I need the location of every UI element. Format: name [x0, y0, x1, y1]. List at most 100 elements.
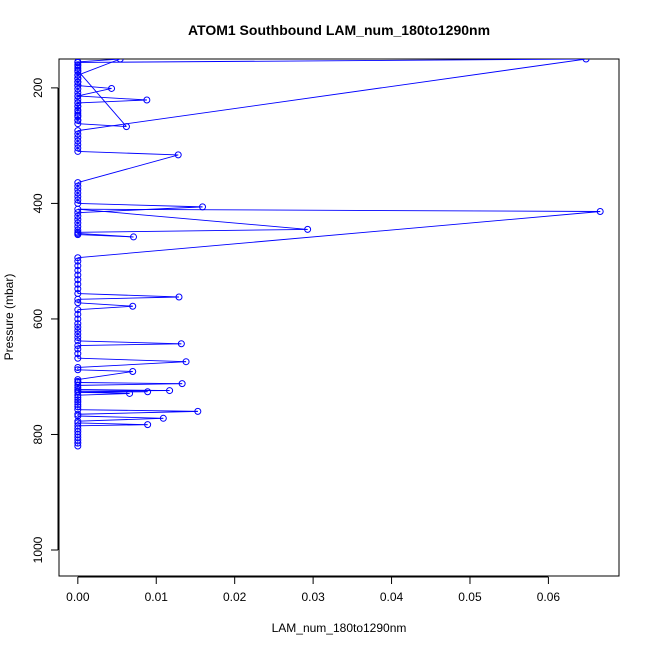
series-line-segment	[77, 417, 164, 422]
series-line-segment	[77, 154, 179, 184]
data-point	[74, 342, 82, 350]
data-point	[74, 85, 82, 93]
series-line-segment	[77, 371, 133, 381]
data-point	[74, 199, 82, 207]
data-point	[74, 82, 82, 90]
data-point	[74, 320, 82, 328]
data-point	[74, 345, 82, 353]
data-point	[74, 327, 82, 334]
data-point	[74, 363, 82, 371]
y-axis: 200 400 600 800 1000	[31, 78, 59, 563]
data-point	[74, 376, 82, 384]
data-point	[582, 59, 590, 63]
data-point	[108, 84, 116, 92]
series-line-segment	[77, 206, 203, 214]
series-line-segment	[77, 293, 180, 298]
series-line-segment	[77, 233, 134, 238]
data-point	[74, 337, 82, 345]
series-line-segment	[77, 302, 133, 307]
data-point	[144, 388, 152, 396]
data-point	[174, 151, 182, 159]
data-point	[74, 333, 82, 341]
series-line-segment	[77, 357, 187, 363]
data-point	[74, 254, 82, 262]
data-point	[74, 61, 82, 69]
series-line-segment	[77, 393, 130, 396]
x-axis-label: LAM_num_180to1290nm	[272, 621, 407, 635]
data-point	[130, 233, 138, 241]
series-line-segment	[77, 211, 601, 259]
data-point	[74, 75, 82, 83]
data-point	[116, 59, 124, 63]
series-line-segment	[77, 409, 198, 412]
series-line-segment	[77, 343, 182, 346]
y-tick-label: 600	[31, 309, 45, 329]
data-point	[74, 120, 82, 128]
data-point	[74, 137, 82, 145]
data-point	[74, 410, 82, 418]
y-tick-label: 800	[31, 424, 45, 444]
data-point	[74, 209, 82, 217]
data-point	[74, 140, 82, 148]
x-tick-label: 0.06	[537, 590, 561, 604]
series-line-segment	[77, 382, 183, 385]
y-tick-label: 1000	[31, 536, 45, 563]
data-point	[74, 99, 82, 107]
series-line-segment	[77, 95, 147, 101]
series-line-segment	[77, 369, 133, 372]
data-point	[74, 112, 82, 120]
data-point	[74, 266, 82, 274]
data-point	[159, 414, 167, 422]
data-point	[74, 71, 82, 79]
data-point	[74, 196, 82, 204]
data-point	[74, 102, 82, 110]
data-point	[175, 293, 183, 301]
data-point	[74, 366, 82, 374]
data-point	[304, 225, 312, 233]
data-point	[74, 400, 82, 408]
data-point	[74, 116, 82, 124]
data-point	[74, 229, 82, 237]
data-point	[166, 387, 174, 395]
x-tick-label: 0.04	[380, 590, 404, 604]
series-line-segment	[77, 59, 587, 63]
x-axis: 0.00 0.01 0.02 0.03 0.04 0.05 0.06	[66, 576, 561, 604]
data-point	[74, 354, 82, 362]
data-point	[74, 406, 82, 414]
data-point	[74, 262, 82, 270]
series-line-segment	[77, 88, 112, 97]
series-line-segment	[77, 388, 170, 392]
data-point	[194, 407, 202, 415]
data-point	[177, 340, 185, 348]
data-point	[74, 130, 82, 138]
data-point	[74, 216, 82, 224]
data-point	[144, 421, 152, 429]
data-point	[182, 358, 190, 366]
data-point	[74, 290, 82, 298]
series-line-segment	[77, 85, 112, 89]
series-line-segment	[77, 410, 198, 415]
data-point	[74, 330, 82, 338]
series-line-segment	[77, 208, 601, 212]
data-point	[74, 306, 82, 314]
plot-frame	[58, 58, 620, 577]
series-line-segment	[77, 340, 182, 345]
series-line-segment	[77, 415, 164, 419]
data-point	[74, 257, 82, 265]
series-line-segment	[77, 123, 127, 128]
series-line-segment	[77, 208, 308, 230]
y-tick-label: 400	[31, 193, 45, 213]
data-point	[74, 276, 82, 284]
data-point	[74, 89, 82, 96]
data-point	[74, 417, 82, 425]
series-line-segment	[77, 296, 180, 300]
data-point	[74, 403, 82, 411]
data-point	[74, 226, 82, 234]
data-point	[74, 398, 82, 406]
data-point	[74, 189, 82, 197]
data-point	[129, 368, 137, 376]
data-point	[122, 123, 130, 131]
x-tick-label: 0.01	[145, 590, 169, 604]
data-point	[74, 422, 82, 430]
